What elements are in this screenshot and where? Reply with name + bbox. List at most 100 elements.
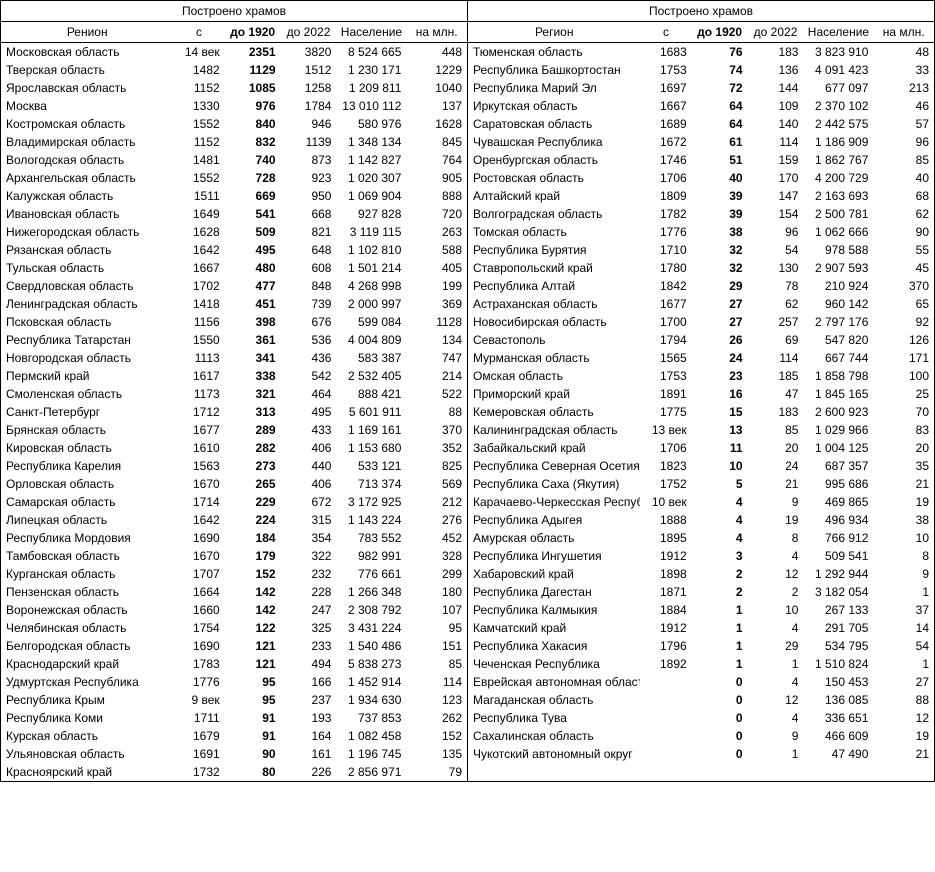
cell: Республика Дагестан — [468, 583, 640, 601]
cell: 150 453 — [803, 673, 873, 691]
cell: Амурская область — [468, 529, 640, 547]
cell: Тульская область — [1, 259, 173, 277]
cell: 1670 — [173, 547, 224, 565]
cell: 728 — [225, 169, 281, 187]
cell: 1649 — [173, 205, 224, 223]
cell: 1552 — [173, 169, 224, 187]
cell: 23 — [692, 367, 748, 385]
cell: 1628 — [406, 115, 467, 133]
cell: Мурманская область — [468, 349, 640, 367]
cell: 406 — [281, 475, 337, 493]
cell: 9 — [873, 565, 934, 583]
table-row: Пермский край16173385422 532 405214 — [1, 367, 467, 385]
table-row: Калужская область15116699501 069 904888 — [1, 187, 467, 205]
cell: 13 010 112 — [336, 97, 406, 115]
cell: 126 — [873, 331, 934, 349]
cell: 14 век — [173, 43, 224, 62]
cell: 166 — [281, 673, 337, 691]
cell: 27 — [873, 673, 934, 691]
table-row: Ленинградская область14184517392 000 997… — [1, 295, 467, 313]
cell: Карачаево-Черкесская Республ — [468, 493, 640, 511]
cell: Хабаровский край — [468, 565, 640, 583]
cell: 740 — [225, 151, 281, 169]
cell: 848 — [281, 277, 337, 295]
cell: 1642 — [173, 241, 224, 259]
cell: 24 — [748, 457, 804, 475]
cell — [640, 709, 691, 727]
cell: 352 — [406, 439, 467, 457]
cell: 21 — [873, 745, 934, 763]
cell: 1563 — [173, 457, 224, 475]
cell: 313 — [225, 403, 281, 421]
cell: 92 — [873, 313, 934, 331]
cell: 46 — [873, 97, 934, 115]
cell: 825 — [406, 457, 467, 475]
cell: 9 — [748, 727, 804, 745]
cell: 224 — [225, 511, 281, 529]
cell: 4 — [692, 511, 748, 529]
cell — [640, 745, 691, 763]
table-row: Мурманская область156524114667 744171 — [468, 349, 934, 367]
right-header-row: Регион с до 1920 до 2022 Население на мл… — [468, 22, 934, 43]
cell: 1679 — [173, 727, 224, 745]
cell: 1 153 680 — [336, 439, 406, 457]
cell: 0 — [692, 673, 748, 691]
cell: 20 — [873, 439, 934, 457]
cell: Еврейская автономная область — [468, 673, 640, 691]
cell: 1113 — [173, 349, 224, 367]
cell: 72 — [692, 79, 748, 97]
cell: Приморский край — [468, 385, 640, 403]
cell: Томская область — [468, 223, 640, 241]
cell: Московская область — [1, 43, 173, 62]
cell: 3 119 115 — [336, 223, 406, 241]
cell: 369 — [406, 295, 467, 313]
cell: 74 — [692, 61, 748, 79]
cell: Республика Коми — [1, 709, 173, 727]
cell: 1 230 171 — [336, 61, 406, 79]
table-row: Кировская область16102824061 153 680352 — [1, 439, 467, 457]
cell: 136 085 — [803, 691, 873, 709]
table-row: Удмуртская Республика1776951661 452 9141… — [1, 673, 467, 691]
table-row: Тюменская область1683761833 823 91048 — [468, 43, 934, 62]
table-row: Томская область177638961 062 66690 — [468, 223, 934, 241]
table-row: Ульяновская область1691901611 196 745135 — [1, 745, 467, 763]
cell: 134 — [406, 331, 467, 349]
cell: 0 — [692, 691, 748, 709]
cell: Нижегородская область — [1, 223, 173, 241]
table-row: Республика Калмыкия1884110267 13337 — [468, 601, 934, 619]
cell: 480 — [225, 259, 281, 277]
cell: 1783 — [173, 655, 224, 673]
col-2022: до 2022 — [281, 22, 337, 43]
cell: 79 — [406, 763, 467, 781]
cell: 136 — [748, 61, 804, 79]
cell: 232 — [281, 565, 337, 583]
table-row: Севастополь17942669547 820126 — [468, 331, 934, 349]
cell: 21 — [873, 475, 934, 493]
cell: 1330 — [173, 97, 224, 115]
cell: 122 — [225, 619, 281, 637]
cell: 1 — [748, 745, 804, 763]
cell: 8 — [748, 529, 804, 547]
cell: 1 029 966 — [803, 421, 873, 439]
cell: 199 — [406, 277, 467, 295]
cell: 452 — [406, 529, 467, 547]
cell: 1 452 914 — [336, 673, 406, 691]
cell: 5 838 273 — [336, 655, 406, 673]
table-row: Иркутская область1667641092 370 10246 — [468, 97, 934, 115]
cell: 38 — [692, 223, 748, 241]
cell: Ярославская область — [1, 79, 173, 97]
cell: 114 — [406, 673, 467, 691]
cell: 669 — [225, 187, 281, 205]
cell: 1 934 630 — [336, 691, 406, 709]
cell: 247 — [281, 601, 337, 619]
cell: 185 — [748, 367, 804, 385]
cell: 1610 — [173, 439, 224, 457]
table-row: Москва1330976178413 010 112137 — [1, 97, 467, 115]
cell: 1912 — [640, 547, 691, 565]
cell: 336 651 — [803, 709, 873, 727]
cell: Республика Хакасия — [468, 637, 640, 655]
table-row: Карачаево-Черкесская Республ10 век49469 … — [468, 493, 934, 511]
table-row: Камчатский край191214291 70514 — [468, 619, 934, 637]
table-row: Нижегородская область16285098213 119 115… — [1, 223, 467, 241]
cell: 1753 — [640, 61, 691, 79]
